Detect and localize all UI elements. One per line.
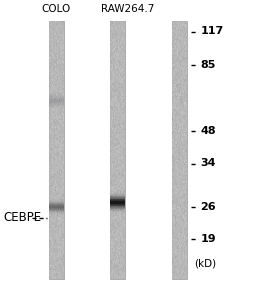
Bar (49, 200, 64, 201)
Text: 34: 34 (200, 158, 216, 169)
Bar (49, 205, 64, 206)
Bar (49, 106, 64, 107)
Bar (49, 93, 64, 94)
Bar (110, 207, 125, 208)
Bar (49, 207, 64, 208)
Bar (110, 191, 125, 192)
Text: 48: 48 (200, 125, 216, 136)
Bar (49, 212, 64, 213)
Bar (110, 202, 125, 203)
Bar (110, 208, 125, 209)
Bar (49, 102, 64, 103)
Bar (49, 103, 64, 104)
Bar (110, 201, 125, 202)
Bar (49, 203, 64, 204)
Bar (110, 193, 125, 194)
Bar (110, 204, 125, 205)
Bar (49, 201, 64, 202)
Bar (49, 211, 64, 212)
Text: 85: 85 (200, 59, 216, 70)
Bar (49, 105, 64, 106)
Bar (110, 199, 125, 200)
Bar (49, 96, 64, 97)
Bar (110, 195, 125, 196)
Bar (49, 95, 64, 96)
Bar (110, 205, 125, 206)
Bar (49, 101, 64, 102)
Bar (49, 206, 64, 207)
Bar (49, 107, 64, 108)
Bar (49, 94, 64, 95)
Bar (49, 92, 64, 93)
Bar (110, 203, 125, 204)
Bar (49, 204, 64, 205)
Bar (49, 99, 64, 100)
Bar (49, 199, 64, 200)
Bar (110, 21, 125, 279)
Bar (49, 108, 64, 109)
Bar (110, 197, 125, 198)
Text: COLO: COLO (42, 4, 71, 14)
Bar (110, 196, 125, 197)
Bar (49, 202, 64, 203)
Text: (kD): (kD) (194, 259, 216, 269)
Bar (110, 200, 125, 201)
Bar (49, 98, 64, 99)
Bar (49, 208, 64, 209)
Bar (49, 104, 64, 105)
Bar (110, 210, 125, 211)
Bar (110, 211, 125, 212)
Bar (110, 192, 125, 193)
Bar (49, 97, 64, 98)
Text: CEBPE: CEBPE (4, 211, 42, 224)
Bar (49, 100, 64, 101)
Bar (110, 209, 125, 210)
Bar (49, 213, 64, 214)
Bar (49, 210, 64, 211)
Text: 19: 19 (200, 233, 216, 244)
Text: RAW264.7: RAW264.7 (101, 4, 155, 14)
Bar (49, 209, 64, 210)
Bar (110, 198, 125, 199)
Bar (49, 21, 64, 279)
Bar (49, 214, 64, 215)
Bar (110, 212, 125, 213)
Bar (172, 21, 187, 279)
Bar (110, 213, 125, 214)
Bar (110, 206, 125, 207)
Text: 26: 26 (200, 202, 216, 212)
Text: 117: 117 (200, 26, 223, 37)
Bar (110, 194, 125, 195)
